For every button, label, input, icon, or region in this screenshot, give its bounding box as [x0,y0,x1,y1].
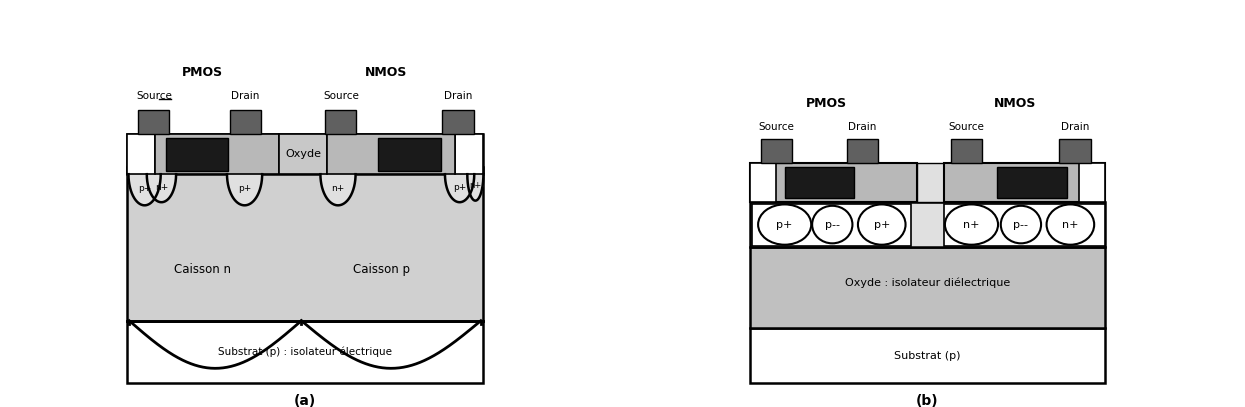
Ellipse shape [812,206,853,243]
Text: Source: Source [322,91,359,101]
Text: Oxyde: Oxyde [285,149,321,159]
Text: p+: p+ [874,219,890,230]
Bar [749,163,916,202]
Text: Substrat (p) : isolateur électrique: Substrat (p) : isolateur électrique [218,347,392,357]
Text: Drain: Drain [443,91,472,101]
Bar [127,134,483,174]
Bar [847,139,878,163]
Text: Drain: Drain [232,91,259,101]
Polygon shape [147,174,176,202]
Bar [279,134,327,174]
Text: Drain: Drain [848,122,876,132]
Bar [456,134,483,174]
Bar [327,134,456,174]
Polygon shape [128,174,161,205]
Polygon shape [467,174,483,201]
Ellipse shape [945,204,998,245]
Bar [749,247,1106,328]
Text: Drain: Drain [1061,122,1089,132]
Polygon shape [444,174,474,202]
Bar [752,204,911,246]
Ellipse shape [1047,204,1094,245]
Text: PMOS: PMOS [182,66,223,79]
Text: n+: n+ [154,182,168,192]
Bar [761,139,792,163]
Text: p+: p+ [238,184,251,193]
Bar [138,110,169,134]
Text: Oxyde : isolateur diélectrique: Oxyde : isolateur diélectrique [845,277,1010,287]
Bar [127,167,483,321]
Bar [127,321,483,383]
Text: p--: p-- [824,219,840,230]
Bar [749,328,1106,383]
Text: PMOS: PMOS [807,97,848,110]
Bar [442,110,473,134]
Bar [230,110,261,134]
Bar [997,167,1067,198]
Text: n+: n+ [964,219,980,230]
Bar [154,134,279,174]
Text: Source: Source [136,91,172,101]
Bar [1079,163,1106,202]
Bar [749,163,776,202]
Ellipse shape [858,204,905,245]
Bar [166,138,228,171]
Polygon shape [227,174,263,205]
Bar [127,134,154,174]
Text: n+: n+ [469,181,482,190]
Bar [944,163,1106,202]
Text: n+: n+ [331,184,345,193]
Text: Substrat (p): Substrat (p) [894,350,961,361]
Text: (b): (b) [916,394,939,407]
Text: p+: p+ [777,219,793,230]
Bar [325,110,356,134]
Polygon shape [320,174,356,205]
Text: Source: Source [758,122,794,132]
Ellipse shape [1001,206,1041,243]
Text: Source: Source [949,122,985,132]
Text: NMOS: NMOS [365,66,407,79]
Text: n+: n+ [1062,219,1078,230]
Bar [916,163,944,202]
Bar [951,139,982,163]
Bar [1059,139,1091,163]
Text: Caisson p: Caisson p [354,263,411,276]
Ellipse shape [758,204,812,245]
Text: p--: p-- [1013,219,1028,230]
Bar [784,167,854,198]
Text: Caisson n: Caisson n [174,263,232,276]
Text: p+: p+ [453,182,466,192]
Text: p+: p+ [138,184,151,193]
Bar [749,202,1106,247]
Bar [378,138,441,171]
Text: (a): (a) [294,394,316,407]
Text: NMOS: NMOS [995,97,1037,110]
Bar [944,204,1106,246]
